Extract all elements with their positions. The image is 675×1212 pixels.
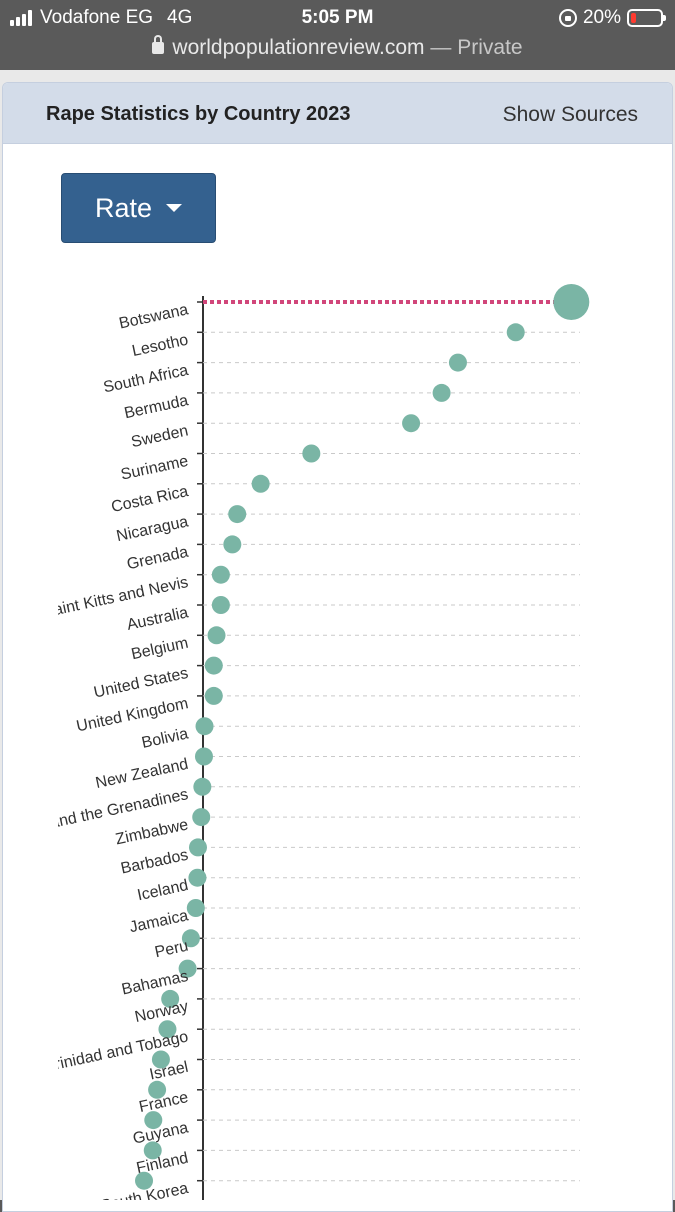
battery-percent: 20% — [582, 7, 621, 28]
category-label: Bermuda — [123, 392, 190, 422]
category-label: South Africa — [102, 362, 190, 397]
metric-dropdown-label: Rate — [94, 192, 153, 223]
padlock-icon — [152, 35, 165, 54]
category-label: Grenada — [125, 544, 190, 574]
data-point[interactable] — [448, 353, 467, 372]
data-point[interactable] — [192, 808, 211, 827]
data-point[interactable] — [402, 414, 421, 433]
category-label: Bahamas — [120, 968, 190, 999]
category-label: New Zealand — [94, 756, 190, 792]
card-title: Rape Statistics by Country 2023 — [46, 103, 351, 125]
category-label: Lesotho — [131, 332, 190, 360]
data-point[interactable] — [188, 868, 207, 887]
clock: 5:05 PM — [301, 7, 374, 28]
data-point[interactable] — [148, 1080, 167, 1099]
data-point[interactable] — [211, 596, 230, 614]
data-point[interactable] — [506, 323, 525, 342]
data-point[interactable] — [251, 474, 270, 493]
card-header: Rape Statistics by Country 2023 Show Sou… — [3, 83, 672, 144]
data-point[interactable] — [211, 565, 230, 584]
url-text: worldpopulationreview.com — [172, 36, 425, 59]
rotation-lock-icon — [558, 9, 577, 27]
category-label: Costa Rica — [110, 483, 190, 516]
data-point[interactable] — [223, 535, 242, 554]
data-point[interactable] — [151, 1050, 170, 1069]
category-label: France — [138, 1089, 190, 1116]
address-bar[interactable]: worldpopulationreview.com — Private — [0, 35, 675, 70]
network-type: 4G — [167, 7, 193, 28]
chart-card: Rape Statistics by Country 2023 Show Sou… — [2, 82, 673, 1212]
data-point[interactable] — [144, 1111, 163, 1130]
category-label: Suriname — [119, 453, 190, 484]
category-label: Saint Vincent and the Grenadines — [0, 786, 190, 852]
data-point[interactable] — [161, 989, 180, 1008]
category-label: Norway — [133, 998, 190, 1026]
category-label: Belgium — [130, 635, 190, 664]
carrier-name: Vodafone EG — [40, 7, 154, 28]
data-point[interactable] — [302, 444, 321, 463]
category-label: Jamaica — [128, 907, 190, 936]
category-label: Zimbabwe — [114, 816, 190, 848]
data-point[interactable] — [158, 1020, 177, 1039]
data-point[interactable] — [143, 1141, 162, 1160]
category-label: Sweden — [130, 422, 190, 451]
data-point[interactable] — [207, 626, 226, 645]
data-point[interactable] — [228, 505, 247, 524]
data-point[interactable] — [181, 929, 200, 948]
data-point[interactable] — [186, 899, 205, 917]
category-label: Barbados — [119, 847, 190, 878]
status-bar: Vodafone EG 4G 5:05 PM 20% — [0, 0, 675, 36]
metric-dropdown-button[interactable]: Rate — [61, 173, 216, 243]
data-point[interactable] — [553, 284, 590, 320]
category-label: Australia — [125, 604, 190, 634]
category-label: Bolivia — [140, 725, 190, 751]
data-point[interactable] — [204, 656, 223, 675]
data-point[interactable] — [135, 1171, 154, 1190]
data-point[interactable] — [204, 686, 223, 705]
show-sources-link[interactable]: Show Sources — [502, 103, 638, 126]
data-point[interactable] — [193, 777, 212, 796]
category-label: Nicaragua — [115, 513, 190, 545]
battery-icon — [627, 9, 666, 27]
data-point[interactable] — [188, 838, 207, 857]
caret-down-icon — [166, 204, 183, 212]
category-label: Iceland — [136, 877, 190, 904]
data-point[interactable] — [194, 747, 213, 766]
private-mode-label: — Private — [430, 36, 523, 59]
category-label: United States — [92, 665, 189, 702]
data-point[interactable] — [178, 959, 197, 978]
data-point[interactable] — [432, 383, 451, 402]
web-page: Rape Statistics by Country 2023 Show Sou… — [0, 70, 675, 1212]
signal-icon — [10, 10, 32, 26]
data-point[interactable] — [195, 717, 214, 736]
category-label: Peru — [153, 938, 190, 962]
category-label: Finland — [135, 1150, 190, 1178]
category-label: Botswana — [118, 301, 190, 332]
